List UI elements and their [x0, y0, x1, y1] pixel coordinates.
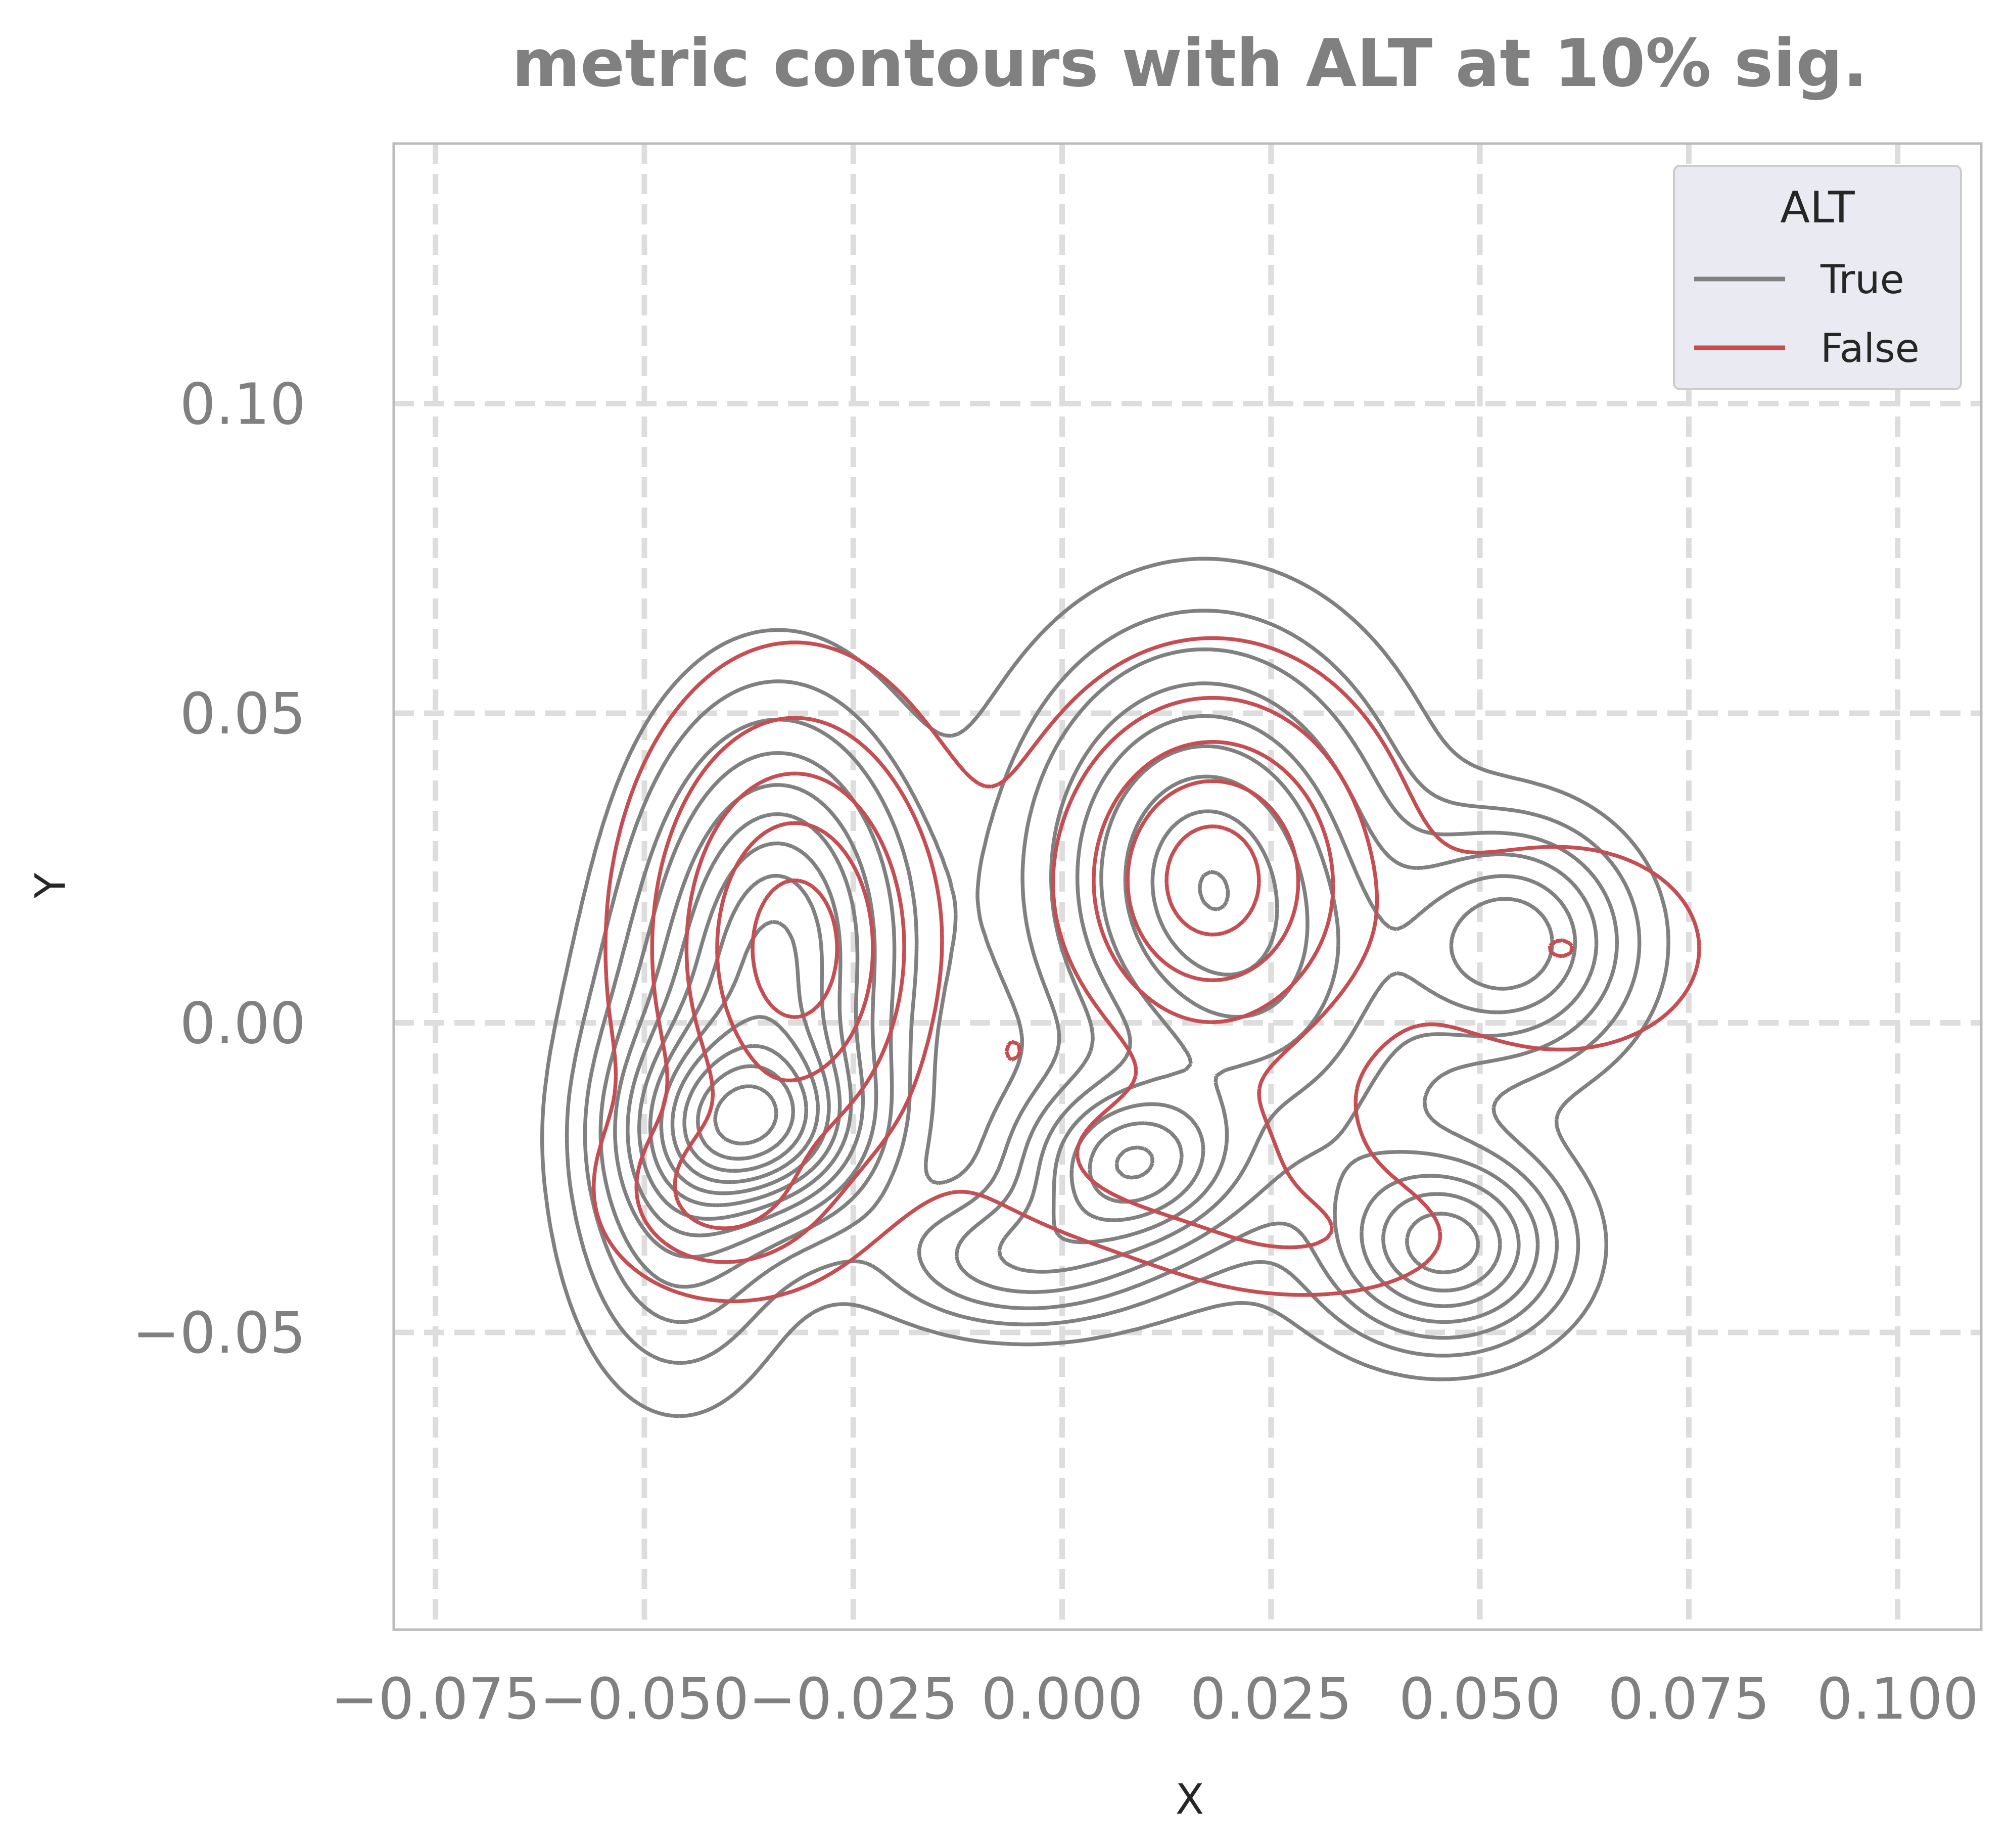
- plot-area-frame: [392, 142, 1983, 1631]
- grid: [394, 144, 1981, 1630]
- contour-level-true-9: [670, 1014, 820, 1184]
- y-tick-label-0: −0.05: [132, 1301, 306, 1366]
- y-tick-label-1: 0.00: [180, 991, 306, 1057]
- contour-level-true-6: [637, 774, 1480, 1275]
- x-tick-labels: −0.075−0.050−0.025 0.000 0.025 0.050 0.075 0.…: [331, 1667, 1979, 1732]
- contour-level-true-0: [540, 557, 1670, 1418]
- contour-level-false-0: [591, 636, 1701, 1304]
- chart-title: metric contours with ALT at 10% sig.: [512, 25, 1868, 102]
- contour-plot: [540, 557, 1701, 1418]
- contour-series-false: [591, 636, 1701, 1304]
- y-axis-label: Y: [27, 872, 75, 899]
- legend: ALT True False: [1673, 165, 1962, 390]
- contour-level-false-3: [715, 779, 1300, 1083]
- contour-level-false-4: [751, 824, 1261, 1019]
- x-tick-label-0: −0.075: [331, 1667, 540, 1732]
- x-tick-label-2: −0.025: [749, 1667, 958, 1732]
- y-tick-label-3: 0.10: [180, 372, 306, 438]
- legend-title: ALT: [1780, 182, 1855, 233]
- contour-level-false-2: [673, 740, 1335, 1230]
- legend-box: [1673, 165, 1962, 390]
- x-tick-label-1: −0.050: [540, 1667, 749, 1732]
- x-tick-label-3: 0.000: [981, 1667, 1143, 1732]
- x-tick-label-7: 0.100: [1816, 1667, 1979, 1732]
- contour-level-true-11: [695, 1064, 796, 1161]
- x-tick-label-5: 0.050: [1399, 1667, 1561, 1732]
- y-tick-label-2: 0.05: [180, 681, 306, 747]
- legend-label-true: True: [1820, 257, 1904, 303]
- y-tick-labels: −0.05 0.00 0.05 0.10: [132, 372, 306, 1367]
- x-tick-label-4: 0.025: [1190, 1667, 1352, 1732]
- legend-label-false: False: [1821, 326, 1920, 372]
- contour-series-true: [540, 557, 1670, 1418]
- contour-level-true-10: [682, 1044, 808, 1173]
- contour-level-true-1: [565, 609, 1642, 1365]
- contour-level-true-7: [648, 809, 1279, 1208]
- x-axis-label: X: [1176, 1776, 1204, 1824]
- x-tick-label-6: 0.075: [1608, 1667, 1770, 1732]
- contour-level-true-12: [713, 1084, 778, 1146]
- contour-level-false-1: [634, 696, 1574, 1264]
